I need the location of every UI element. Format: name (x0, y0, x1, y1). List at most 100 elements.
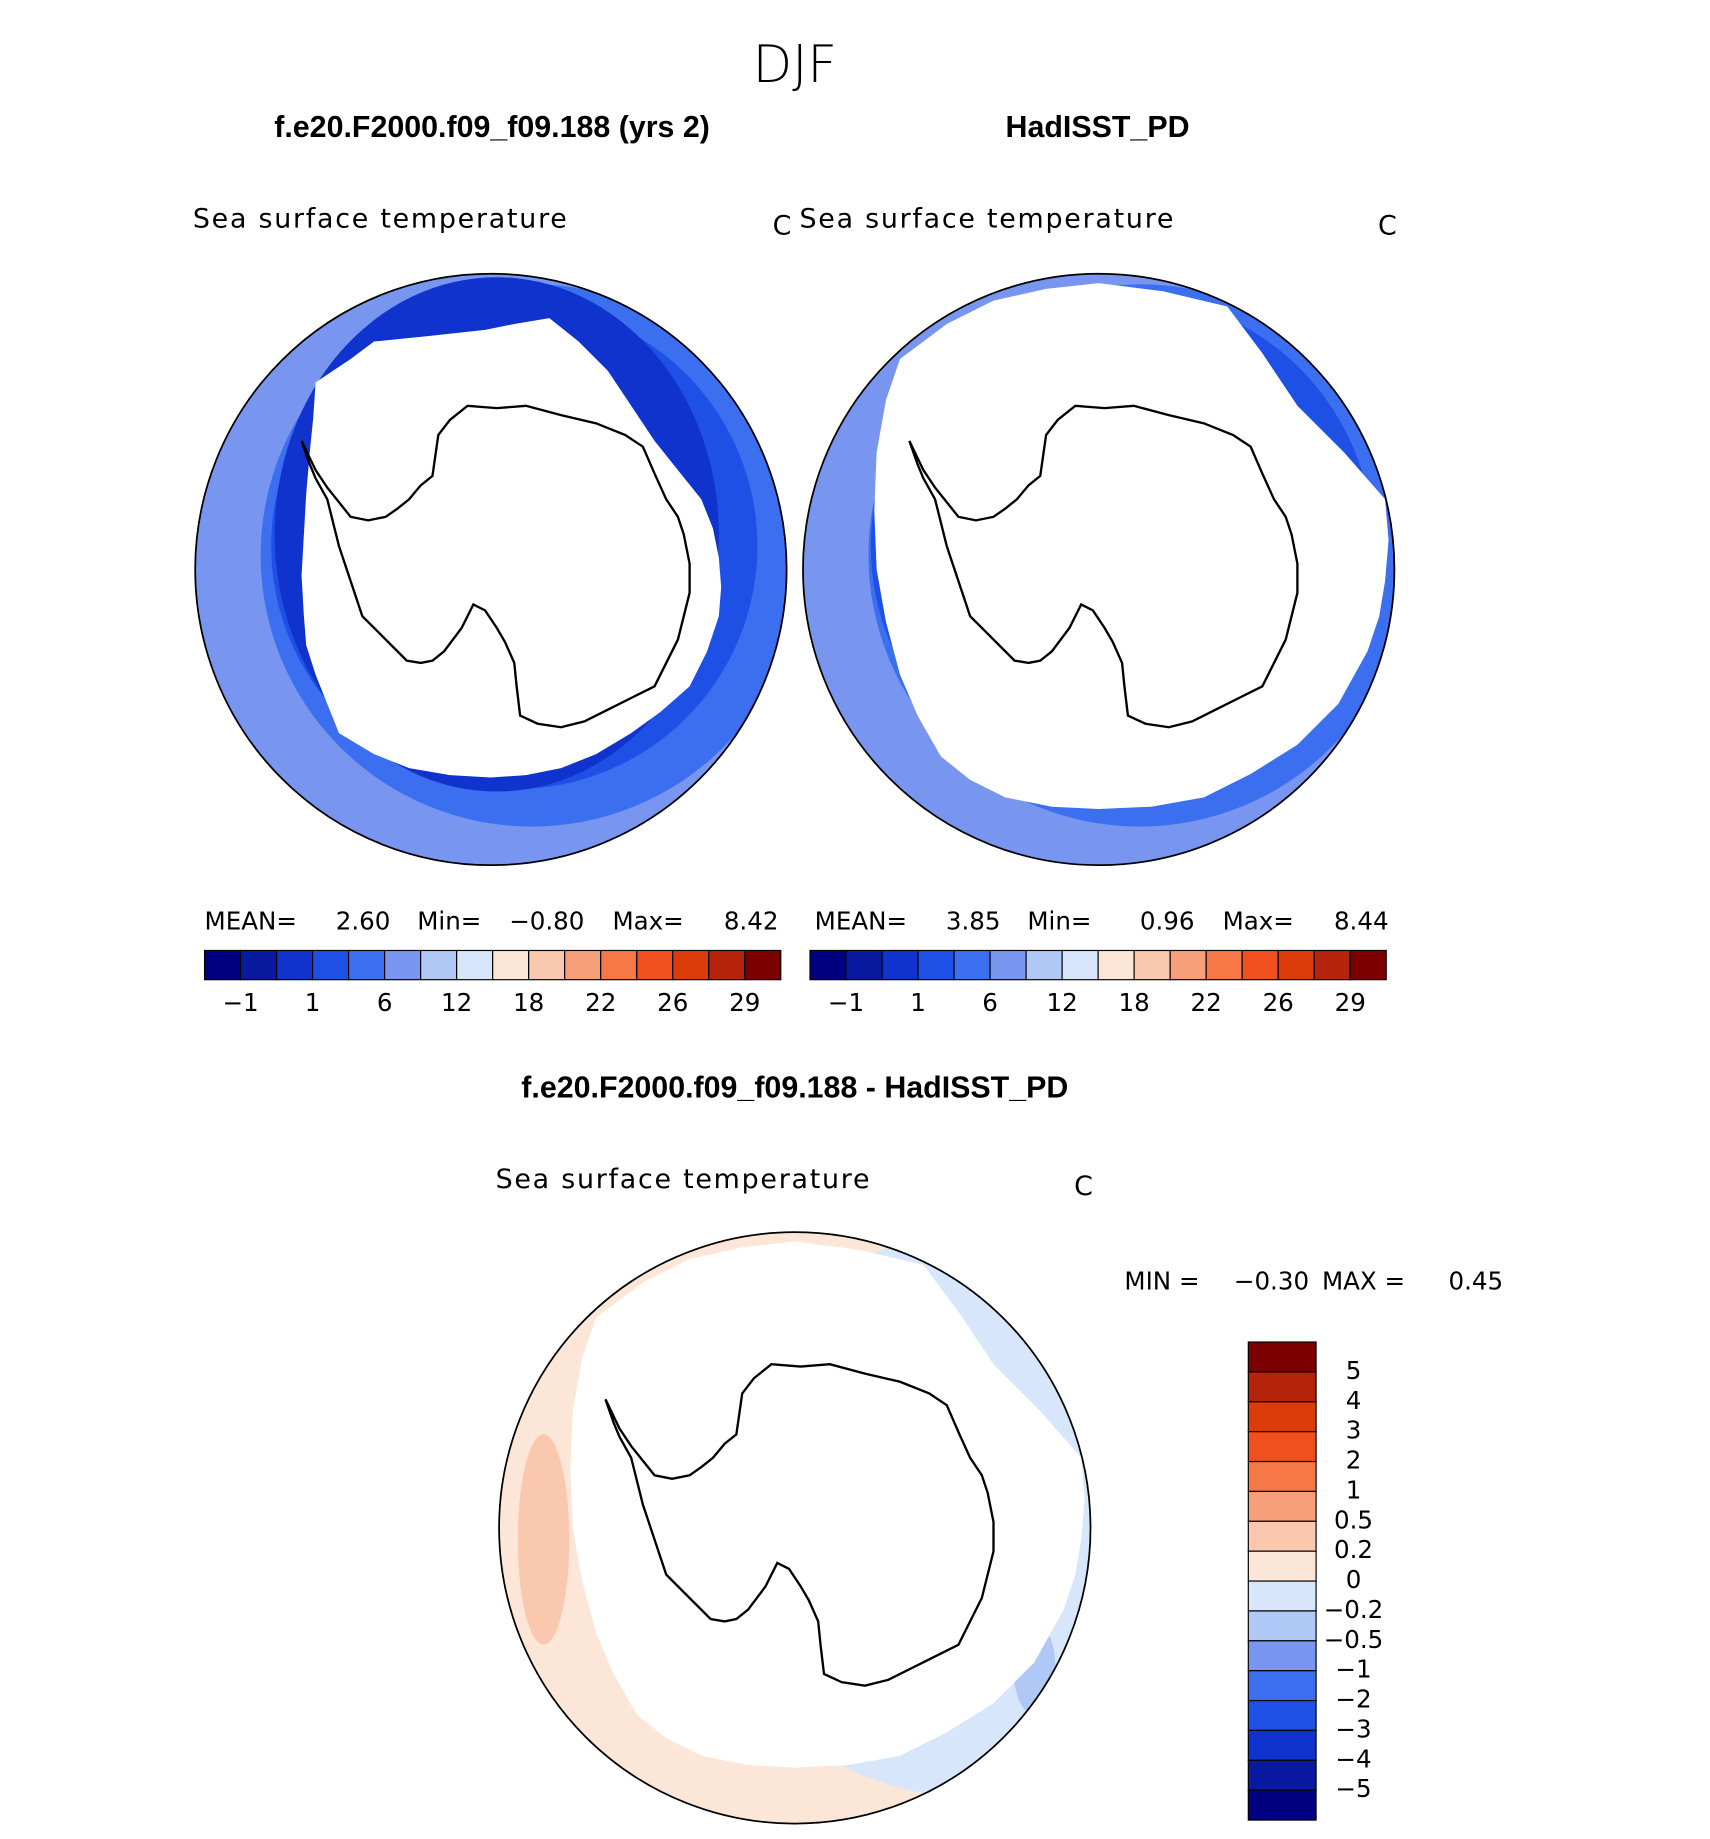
colorbar-label: 18 (513, 988, 544, 1017)
colorbar-label: −4 (1335, 1744, 1371, 1773)
colorbar-label: −0.5 (1324, 1625, 1384, 1654)
colorbar-box (312, 949, 350, 981)
coastline (604, 1363, 995, 1687)
stat-value: −0.30 (1234, 1266, 1309, 1295)
colorbar-box (203, 949, 242, 981)
anomaly (517, 1434, 570, 1645)
colorbar-box (492, 949, 530, 981)
colorbar-box (1247, 1640, 1317, 1672)
colorbar-box (456, 949, 494, 981)
colorbar-box (1247, 1341, 1317, 1373)
colorbar-box (744, 949, 782, 981)
colorbar-box (564, 949, 602, 981)
colorbar-box (1247, 1670, 1317, 1702)
stat-label: Max= (612, 906, 683, 935)
colorbar-label: 0.2 (1334, 1535, 1373, 1564)
sea-ice (301, 318, 722, 778)
map (195, 273, 787, 866)
colorbar-box (239, 949, 278, 981)
colorbar-box (1061, 949, 1099, 981)
colorbar-box (1205, 949, 1243, 981)
colorbar-box (672, 949, 710, 981)
colorbar-box (809, 949, 847, 981)
colorbar-label: 12 (1046, 988, 1077, 1017)
map-border (194, 272, 788, 867)
stat-value: 8.44 (1334, 906, 1389, 935)
colorbar-label: 1 (910, 988, 926, 1017)
coastline (908, 404, 1299, 729)
colorbar-box (1277, 949, 1315, 981)
colorbar-label: −1 (1335, 1655, 1371, 1684)
colorbar-box (1247, 1520, 1317, 1552)
colorbar-label: 5 (1346, 1356, 1362, 1385)
panel-units: C (1074, 1171, 1093, 1202)
panel-title: f.e20.F2000.f09_f09.188 - HadISST_PD (521, 1071, 1068, 1105)
map (499, 1232, 1091, 1824)
colorbar-box (845, 949, 883, 981)
colorbar-box (1313, 949, 1351, 981)
stat-label: MAX = (1322, 1266, 1405, 1295)
colorbar-label: 1 (1346, 1475, 1362, 1504)
colorbar-box (600, 949, 638, 981)
colorbar-box (881, 949, 919, 981)
colorbar-box (1247, 1699, 1317, 1732)
colorbar-box (708, 949, 746, 981)
colorbar-box (636, 949, 674, 981)
map-border (802, 272, 1396, 867)
colorbar-box (1247, 1431, 1317, 1463)
colorbar-label: 22 (1191, 988, 1222, 1017)
panel-subtitle: Sea surface temperature (496, 1164, 872, 1195)
colorbar-box (1247, 1759, 1317, 1791)
colorbar-label: 4 (1346, 1386, 1362, 1415)
panel-subtitle: Sea surface temperature (193, 203, 569, 234)
map-border (498, 1231, 1092, 1825)
stat-label: MEAN= (815, 906, 907, 935)
panel-units: C (773, 210, 792, 241)
colorbar-label: 1 (305, 988, 321, 1017)
colorbar-label: 26 (657, 988, 688, 1017)
stat-label: Min= (1027, 906, 1091, 935)
colorbar-box (953, 949, 991, 981)
colorbar-box (1241, 949, 1279, 981)
colorbar-box (1247, 1610, 1317, 1642)
colorbar-box (1247, 1460, 1317, 1493)
sea-ice (874, 283, 1389, 810)
colorbar-box (1247, 1729, 1317, 1761)
colorbar-label: −1 (222, 988, 258, 1017)
colorbar-box (1097, 949, 1135, 981)
sea-ice (570, 1241, 1085, 1768)
colorbar-box (1247, 1550, 1317, 1582)
colorbar-label: 0.5 (1334, 1505, 1373, 1534)
colorbar-box (1133, 949, 1171, 981)
colorbar-label: 22 (585, 988, 616, 1017)
panel-title: HadISST_PD (1006, 110, 1190, 144)
map (802, 273, 1395, 866)
colorbar-box (528, 949, 566, 981)
colorbar-box (1169, 949, 1207, 981)
colorbar-box (384, 949, 422, 981)
colorbar-label: 6 (377, 988, 393, 1017)
stat-value: 3.85 (946, 906, 1001, 935)
stat-value: 0.96 (1140, 906, 1195, 935)
colorbar-box (917, 949, 955, 981)
coastline (300, 404, 691, 729)
colorbar-box (1247, 1371, 1317, 1403)
colorbar-box (989, 949, 1027, 981)
colorbar-label: 26 (1263, 988, 1294, 1017)
stat-value: 0.45 (1448, 1266, 1503, 1295)
colorbar-label: 6 (982, 988, 998, 1017)
colorbar-box (1247, 1580, 1317, 1612)
colorbar-box (1247, 1401, 1317, 1433)
colorbar-label: 12 (441, 988, 472, 1017)
panel-subtitle: Sea surface temperature (799, 203, 1175, 234)
colorbar-box (1247, 1789, 1317, 1821)
colorbar-label: −5 (1335, 1774, 1371, 1803)
stat-label: Max= (1223, 906, 1294, 935)
colorbar-box (1025, 949, 1063, 981)
colorbar-box (275, 949, 314, 981)
colorbar-label: 29 (729, 988, 760, 1017)
colorbar-box (1247, 1490, 1317, 1522)
stat-label: Min= (417, 906, 481, 935)
